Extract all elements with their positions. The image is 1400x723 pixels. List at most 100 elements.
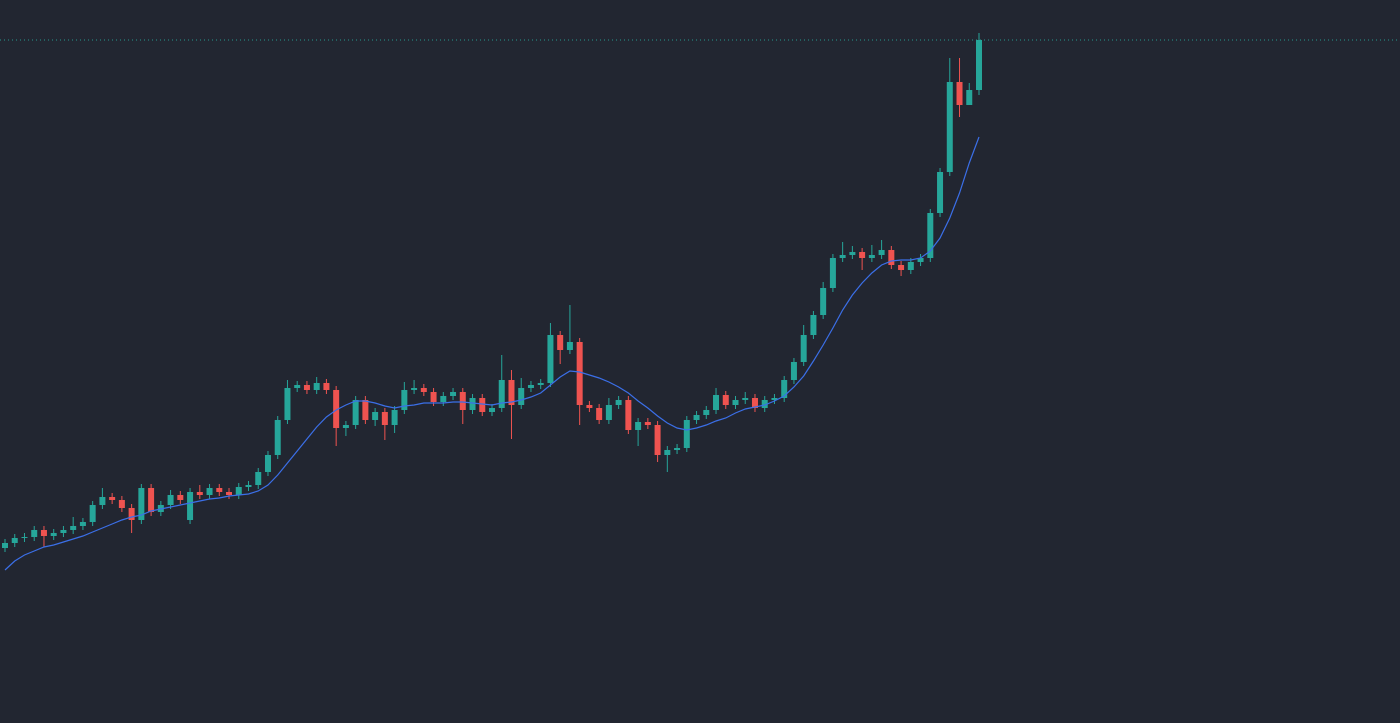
candle-body [868,255,875,258]
candle-body [820,288,827,315]
candle-body [732,400,739,405]
moving-average [4,136,980,571]
candle-body [907,262,914,270]
candle-body [167,495,174,505]
candle-body [859,252,866,258]
candle-body [781,380,788,398]
candle-body [177,495,184,500]
candle-body [235,487,242,495]
candle-body [664,450,671,455]
candle-body [420,388,427,392]
candle-body [800,335,807,362]
candle-body [21,537,28,538]
candle-body [196,492,203,495]
candle-body [917,258,924,262]
candle-body [381,412,388,425]
candle-body [401,390,408,410]
candle-body [654,425,661,455]
candle-body [674,448,681,450]
candle-body [927,213,934,258]
candle-body [518,388,525,405]
candle-body [2,543,8,548]
candle-body [216,488,223,492]
candle-body [576,342,583,405]
candle-body [274,420,281,455]
candle-body [11,538,18,543]
candle-body [566,342,573,350]
candle-body [761,400,768,408]
candle-body [60,530,67,533]
candle-body [888,250,895,265]
candle-body [508,380,515,405]
candle-body [489,408,495,412]
candle-body [118,500,125,508]
candle-body [245,485,252,487]
candle-body [294,385,301,388]
candle-body [226,492,233,495]
candle-body [206,488,213,495]
candle-body [303,385,310,390]
candle-body [362,400,369,420]
candle-body [333,390,340,428]
candle-body [498,380,505,408]
candle-body [557,335,564,350]
candle-body [527,385,534,388]
candle-body [966,90,973,105]
candle-body [31,530,38,537]
candle-body [89,505,96,522]
candle-body [372,412,379,420]
candle-body [450,392,457,396]
candle-body [713,395,720,410]
candle-body [742,398,749,400]
candle-body [605,405,612,420]
candle-body [703,410,710,415]
candle-body [537,383,544,385]
candle-body [839,255,846,258]
candle-body [50,533,57,536]
candle-body [138,488,145,520]
candle-body [547,335,554,383]
candle-body [148,488,155,512]
candle-body [128,508,135,520]
candle-body [323,383,330,390]
candle-body [625,400,632,430]
candle-body [264,455,271,472]
candle-body [40,530,47,536]
candle-body [937,172,944,213]
candle-body [459,392,466,410]
candle-body [469,398,476,410]
candle-body [187,492,194,520]
candle-body [693,415,700,420]
candle-body [411,388,418,390]
candle-body [109,497,116,500]
candle-body [644,422,651,425]
candle-body [722,395,729,405]
candle-body [751,398,758,408]
candle-body [615,400,622,405]
candle-body [342,425,349,428]
candle-body [946,82,953,172]
candle-body [352,400,359,425]
candle-body [440,396,447,402]
candle-body [284,388,291,420]
candle-body [683,420,690,448]
candle-body [878,250,885,255]
candle-body [956,82,963,105]
candle-body [479,398,486,412]
candle-body [898,265,905,270]
candle-body [313,383,320,390]
candle-body [391,410,398,425]
candle-body [255,472,262,485]
candle-body [790,362,797,380]
candle-body [79,522,86,526]
candle-body [586,405,593,408]
candle-body [596,408,603,420]
candle-body [70,526,77,530]
candle-body [849,252,856,255]
candle-body [430,392,437,402]
candle-body [99,497,106,505]
candle-body [810,315,817,335]
candle-body [976,40,982,90]
